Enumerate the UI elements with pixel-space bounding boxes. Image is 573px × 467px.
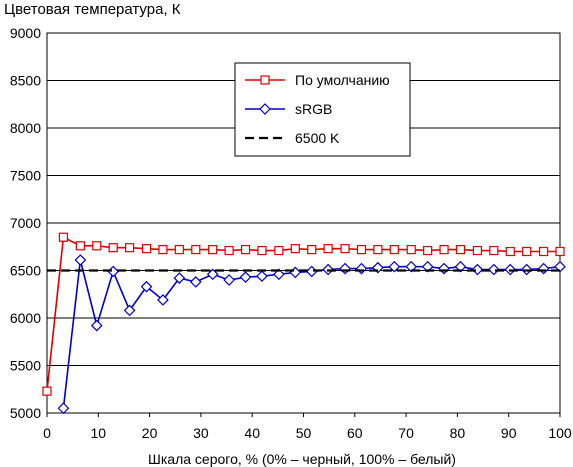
- data-point-diamond: [421, 260, 434, 273]
- data-point-diamond: [189, 276, 202, 288]
- data-point-square: [389, 245, 399, 255]
- x-tick-label: 0: [43, 425, 51, 441]
- x-tick-label: 90: [501, 425, 517, 441]
- data-point-diamond: [123, 304, 136, 317]
- data-point-diamond: [259, 103, 271, 115]
- data-point-diamond: [471, 263, 484, 276]
- data-point-square: [75, 241, 85, 251]
- data-point-square: [124, 243, 135, 253]
- data-point-square: [555, 246, 565, 257]
- data-point-diamond: [405, 260, 418, 273]
- data-point-diamond: [140, 280, 153, 293]
- data-point-square: [423, 245, 433, 256]
- series-1: [57, 254, 566, 415]
- data-point-square: [489, 245, 499, 256]
- data-point-diamond: [273, 268, 285, 281]
- series-line: [46, 236, 560, 392]
- x-tick-label: 20: [142, 425, 158, 441]
- data-point-diamond: [173, 272, 186, 284]
- legend-label: sRGB: [295, 101, 332, 117]
- data-point-diamond: [223, 274, 235, 286]
- data-point-diamond: [239, 271, 252, 283]
- x-axis-ticks: 0 10 20 30 40 50 60 70 80 90 100: [43, 413, 572, 441]
- data-point-square: [224, 245, 234, 256]
- data-point-diamond: [256, 270, 268, 283]
- data-point-diamond: [157, 294, 169, 306]
- data-point-square: [260, 75, 270, 85]
- data-point-square: [538, 246, 549, 257]
- data-point-diamond: [554, 260, 566, 273]
- legend: По умолчанию sRGB 6500 K: [234, 62, 411, 157]
- x-tick-label: 80: [450, 425, 466, 441]
- data-point-square: [290, 244, 300, 254]
- data-point-diamond: [454, 260, 467, 273]
- data-point-square: [58, 232, 69, 242]
- y-tick-label: 8500: [10, 73, 41, 89]
- data-point-square: [141, 244, 152, 254]
- data-point-diamond: [206, 268, 219, 281]
- series-layer: [42, 232, 566, 415]
- data-point-square: [257, 245, 267, 256]
- x-tick-label: 40: [244, 425, 260, 441]
- y-tick-label: 8000: [10, 120, 41, 136]
- data-point-diamond: [57, 402, 70, 415]
- data-point-diamond: [289, 266, 302, 279]
- x-tick-label: 30: [193, 425, 209, 441]
- data-point-square: [108, 243, 118, 253]
- y-tick-label: 7500: [10, 168, 41, 184]
- data-point-diamond: [438, 262, 450, 275]
- series-line: [62, 259, 561, 409]
- data-point-square: [323, 244, 333, 254]
- data-point-square: [472, 245, 483, 256]
- y-tick-label: 6500: [10, 263, 41, 279]
- data-point-square: [505, 246, 515, 257]
- data-point-square: [191, 245, 201, 255]
- x-tick-label: 10: [91, 425, 107, 441]
- data-point-square: [174, 245, 184, 255]
- data-point-diamond: [339, 262, 351, 275]
- data-point-diamond: [74, 254, 87, 266]
- data-point-square: [92, 241, 102, 251]
- y-tick-label: 5000: [10, 405, 41, 421]
- data-point-square: [42, 386, 52, 396]
- data-point-diamond: [355, 262, 368, 275]
- data-point-square: [439, 245, 449, 255]
- data-point-square: [340, 244, 350, 254]
- y-tick-label: 6000: [10, 310, 41, 326]
- series-0: [42, 232, 565, 396]
- legend-label: По умолчанию: [295, 72, 390, 88]
- y-axis-ticks: 5000 5500 6000 6500 7000 7500 8000 8500 9000: [10, 25, 41, 421]
- data-point-square: [307, 245, 317, 255]
- legend-label: 6500 K: [295, 130, 340, 146]
- x-axis-label: Шкала серого, % (0% – черный, 100% – бел…: [148, 451, 456, 467]
- data-point-square: [158, 245, 168, 255]
- data-point-diamond: [388, 260, 401, 273]
- data-point-square: [356, 245, 367, 255]
- data-point-square: [373, 245, 383, 255]
- data-point-square: [274, 245, 284, 256]
- x-tick-label: 100: [548, 425, 572, 441]
- data-point-square: [240, 245, 251, 255]
- data-point-square: [522, 246, 532, 257]
- chart-title: Цветовая температура, К: [4, 1, 181, 18]
- x-tick-label: 70: [398, 425, 414, 441]
- data-point-square: [455, 245, 466, 255]
- y-tick-label: 7000: [10, 215, 41, 231]
- data-point-diamond: [537, 262, 550, 275]
- data-point-diamond: [90, 319, 103, 332]
- x-tick-label: 50: [296, 425, 312, 441]
- y-tick-label: 5500: [10, 358, 41, 374]
- data-point-square: [406, 245, 416, 255]
- data-point-square: [208, 245, 218, 255]
- x-tick-label: 60: [347, 425, 363, 441]
- data-point-diamond: [487, 263, 500, 276]
- y-tick-label: 9000: [10, 25, 41, 41]
